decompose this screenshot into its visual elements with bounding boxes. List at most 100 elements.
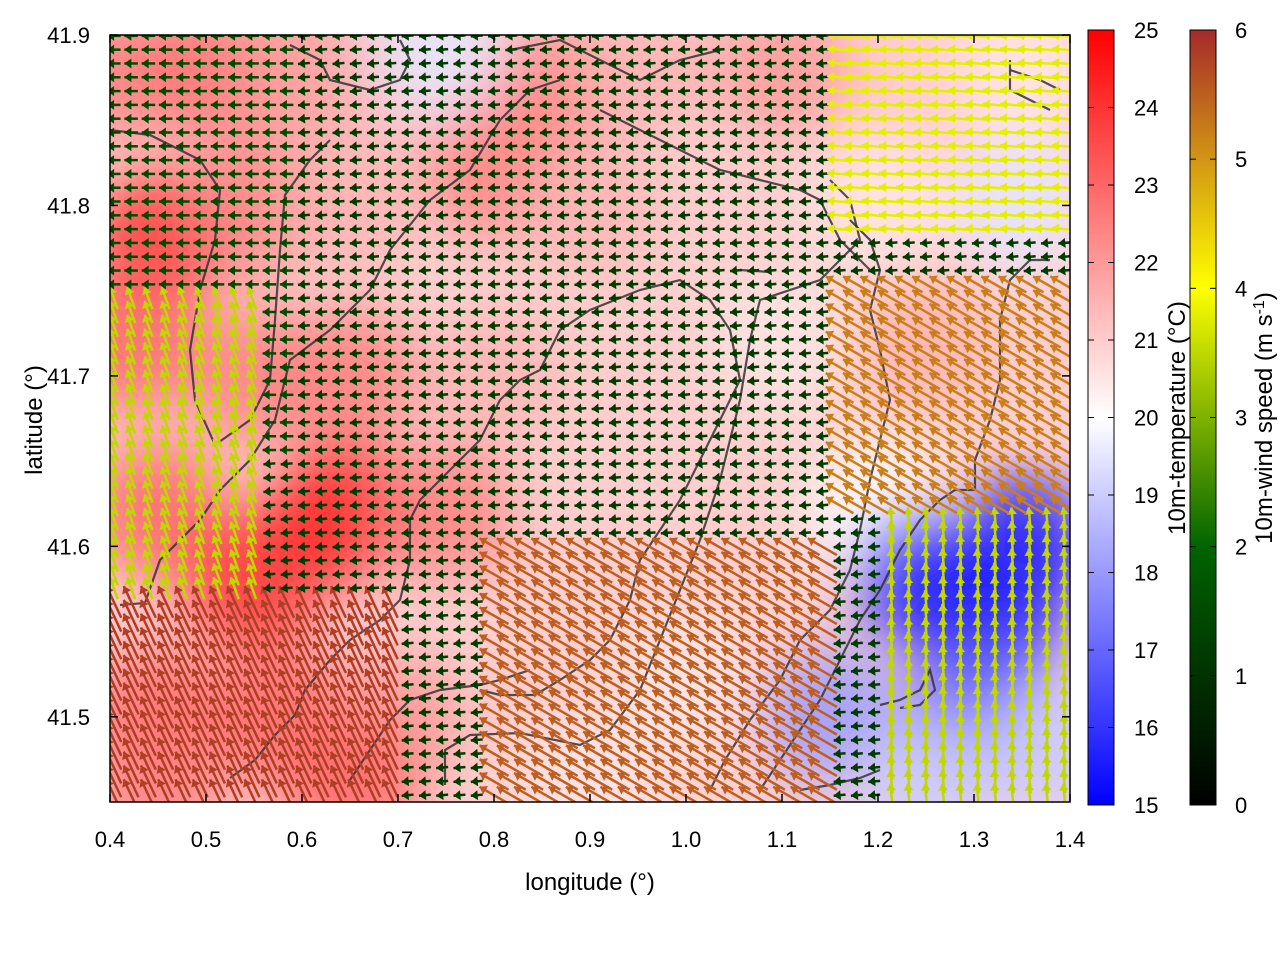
wind-arrow	[346, 626, 365, 660]
wind-arrow	[346, 737, 365, 771]
wind-arrow	[453, 541, 466, 552]
wind-arrow	[139, 764, 157, 798]
wind-arrow	[807, 771, 838, 791]
wind-arrow	[436, 583, 449, 593]
heatmap-cell	[712, 35, 852, 140]
wind-arrow	[807, 633, 838, 653]
wind-arrow	[772, 744, 803, 764]
x-tick-label: 1.0	[671, 827, 702, 852]
wind-arrow	[243, 654, 261, 688]
y-tick-label: 41.5	[47, 705, 90, 730]
wind-arrow	[228, 549, 240, 572]
wind-arrow	[530, 551, 561, 570]
wind-arrow	[668, 744, 700, 764]
wind-arrow	[686, 592, 717, 612]
wind-arrow	[599, 702, 631, 722]
wind-arrow	[294, 764, 313, 798]
wind-arrow	[833, 555, 846, 566]
wind-arrow	[755, 675, 786, 695]
wind-arrow	[329, 599, 348, 633]
wind-arrow	[346, 723, 365, 757]
wind-arrow	[208, 668, 227, 702]
wind-arrow	[478, 564, 510, 584]
wind-arrow	[381, 723, 399, 757]
wind-arrow	[686, 606, 717, 626]
wind-arrow	[453, 665, 466, 676]
wind-arrow	[530, 537, 561, 557]
wind-arrow	[833, 693, 846, 704]
wind-arrow	[139, 778, 153, 802]
wind-arrow	[599, 675, 631, 695]
wind-arrow	[789, 689, 821, 708]
wind-arrow	[436, 776, 449, 787]
wind-arrow	[191, 654, 209, 688]
wind-arrow	[156, 613, 175, 646]
wind-arrow	[294, 751, 313, 784]
wind-arrow	[453, 583, 466, 593]
wind-arrow	[686, 758, 717, 778]
wind-arrow	[297, 555, 311, 566]
wind-arrow	[617, 564, 648, 584]
wind-arrow	[277, 737, 296, 771]
wind-arrow	[703, 689, 734, 708]
wind-arrow	[208, 737, 227, 771]
wind-arrow	[122, 682, 140, 715]
wind-arrow	[703, 564, 734, 584]
wind-arrow	[315, 541, 328, 552]
wind-arrow	[225, 778, 240, 802]
wind-arrow	[173, 640, 192, 674]
wind-arrow	[634, 785, 664, 802]
wind-arrow	[418, 596, 431, 607]
wind-arrow	[807, 564, 838, 584]
wind-arrow	[364, 764, 382, 798]
wind-arrow	[122, 751, 140, 784]
wind-arrow	[599, 661, 631, 681]
wind-arrow	[122, 778, 136, 802]
wind-arrow	[530, 606, 561, 626]
wind-arrow	[513, 716, 544, 736]
wind-arrow	[686, 785, 716, 802]
wind-arrow	[470, 638, 483, 649]
wind-arrow	[807, 647, 838, 667]
wind-arrow	[617, 633, 648, 653]
wind-arrow	[418, 790, 431, 801]
wind-arrow	[346, 599, 365, 633]
wind-arrow	[513, 758, 544, 778]
wind-arrow	[245, 562, 258, 586]
wind-arrow	[364, 654, 382, 688]
wind-arrow	[260, 668, 278, 702]
wind-arrow	[617, 702, 648, 722]
wind-arrow	[156, 709, 175, 743]
wind-arrow	[530, 564, 561, 584]
wind-arrow	[547, 758, 579, 778]
wind-arrow	[617, 758, 648, 778]
wind-arrow	[833, 762, 846, 773]
wind-arrow	[329, 723, 348, 757]
wind-arrow	[453, 624, 466, 635]
wind-arrow	[453, 734, 466, 745]
wind-arrow	[755, 564, 786, 584]
wind-arrow	[364, 613, 382, 646]
wind-arrow	[401, 596, 414, 607]
wind-arrow	[312, 613, 330, 646]
wind-arrow	[280, 541, 293, 552]
wind-arrow	[110, 576, 120, 600]
wind-arrow	[225, 626, 244, 660]
wind-arrow	[789, 647, 821, 667]
wind-arrow	[868, 734, 881, 745]
wind-arrow	[720, 702, 752, 722]
wind-arrow	[294, 737, 313, 771]
wind-arrow	[384, 555, 397, 566]
wind-arrow	[470, 555, 483, 566]
wind-arrow	[366, 583, 380, 593]
wind-arrow	[401, 721, 414, 732]
wind-arrow	[513, 620, 544, 639]
wind-arrow	[122, 626, 140, 660]
wind-arrow	[277, 585, 296, 619]
wind-arrow	[263, 541, 276, 552]
wind-arrow	[260, 613, 278, 646]
wind-arrow	[346, 764, 365, 798]
wind-arrow	[436, 555, 449, 566]
wind-arrow	[294, 778, 309, 802]
wind-arrow	[436, 665, 449, 676]
